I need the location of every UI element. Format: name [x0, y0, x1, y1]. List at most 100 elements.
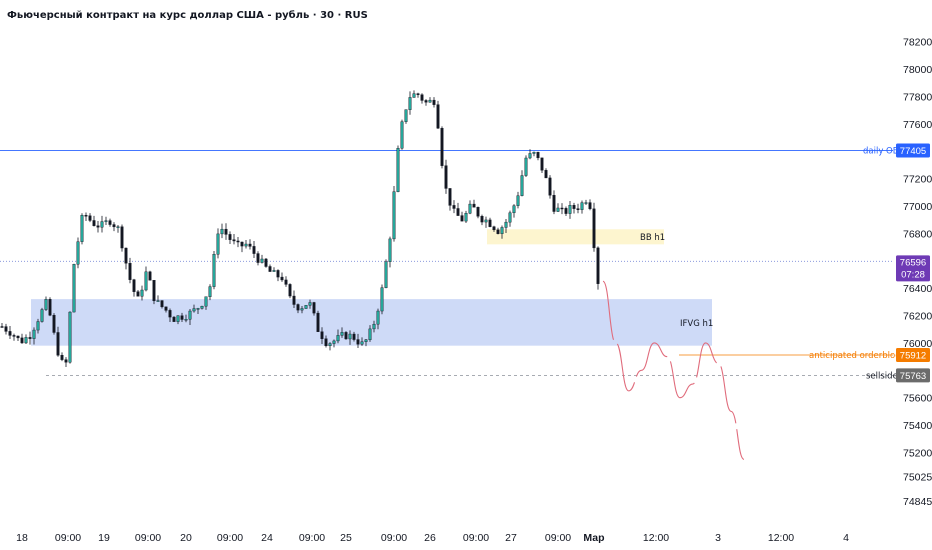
candle-body [4, 326, 8, 332]
candle-body [224, 228, 228, 235]
candle-body [212, 254, 216, 287]
candle-body [528, 153, 532, 159]
candle-body [584, 202, 588, 204]
candle-body [80, 215, 84, 242]
candle-body [420, 94, 424, 101]
candle-body [308, 302, 312, 306]
price-badge [896, 255, 930, 282]
candle-body [192, 308, 196, 312]
candle-body [140, 289, 144, 297]
candle-body [416, 93, 420, 95]
candle-body [480, 216, 484, 223]
candle-body [204, 296, 208, 307]
candle-body [556, 207, 560, 212]
candle-body [344, 332, 348, 340]
candle-body [276, 270, 280, 278]
candle-body [108, 220, 112, 225]
candle-body [388, 238, 392, 262]
price-tick-label: 77000 [903, 201, 932, 213]
candle-body [424, 100, 428, 103]
candle-body [32, 329, 36, 339]
time-tick-label: 24 [261, 532, 273, 544]
candle-body [516, 195, 520, 206]
price-tick-label: 77200 [903, 174, 932, 186]
candle-body [52, 315, 56, 333]
candle-body [84, 215, 88, 217]
candle-body [472, 203, 476, 208]
candle-body [340, 332, 344, 336]
candle-body [464, 213, 468, 222]
time-tick-label: 4 [843, 532, 849, 544]
candle-body [128, 263, 132, 280]
candle-body [564, 208, 568, 214]
candle-body [196, 308, 200, 310]
candle-body [144, 271, 148, 291]
time-tick-label: 09:00 [135, 532, 161, 544]
price-tick-label: 75400 [903, 420, 932, 432]
time-tick-label: 12:00 [768, 532, 794, 544]
candle-body [364, 339, 368, 342]
candle-body [544, 170, 548, 179]
time-tick-label: 18 [16, 532, 28, 544]
projection-path [602, 280, 745, 460]
zone-label: BB h1 [640, 233, 665, 243]
candle-body [160, 300, 164, 308]
candle-body [8, 331, 12, 336]
candle-body [484, 219, 488, 223]
candle-body [320, 331, 324, 339]
time-tick-label: 09:00 [463, 532, 489, 544]
candle-body [460, 215, 464, 222]
candle-body [400, 121, 404, 149]
price-badge [896, 368, 930, 383]
candle-body [184, 319, 188, 321]
candle-body [188, 310, 192, 320]
price-tick-label: 78000 [903, 64, 932, 76]
candle-body [552, 195, 556, 212]
price-badge-label: 75912 [900, 350, 926, 361]
candle-body [20, 337, 24, 344]
price-tick-label: 74845 [903, 496, 932, 508]
price-axis[interactable]: 78200 78000 77800 77600 77200 77000 76800 76400… [903, 37, 932, 508]
countdown-label: 07:28 [901, 269, 925, 280]
price-tick-label: 76800 [903, 228, 932, 240]
candle-body [396, 148, 400, 192]
time-axis[interactable]: 18 09:00 19 09:00 20 09:00 24 09:00 25 09:00 26 09:… [16, 532, 849, 544]
candle-body [0, 326, 4, 328]
candle-body [384, 261, 388, 288]
candle-body [100, 221, 104, 228]
candle-body [588, 202, 592, 210]
candle-body [520, 175, 524, 196]
candle-body [136, 291, 140, 297]
candle-body [392, 191, 396, 240]
candle-body [540, 157, 544, 171]
zone-box [487, 229, 664, 245]
candle-body [468, 203, 472, 214]
candle-body [436, 104, 440, 129]
price-badge [896, 347, 930, 362]
time-tick-label: 09:00 [55, 532, 81, 544]
candle-body [412, 93, 416, 98]
candle-body [92, 220, 96, 226]
candle-body [404, 109, 408, 122]
time-tick-label: 3 [715, 532, 721, 544]
candle-body [180, 315, 184, 320]
candle-body [168, 310, 172, 318]
candle-body [316, 312, 320, 332]
time-tick-label: 25 [340, 532, 352, 544]
price-tick-label: 75200 [903, 447, 932, 459]
candle-body [324, 338, 328, 347]
candle-body [444, 165, 448, 189]
candle-body [448, 188, 452, 206]
candle-body [116, 226, 120, 228]
price-tick-label: 75025 [903, 471, 932, 483]
candle-body [156, 300, 160, 302]
candle-body [240, 241, 244, 247]
candle-body [336, 335, 340, 342]
candle-body [512, 205, 516, 214]
candle-body [164, 306, 168, 311]
candle-body [428, 99, 432, 103]
candle-body [72, 264, 76, 313]
candle-body [380, 287, 384, 312]
